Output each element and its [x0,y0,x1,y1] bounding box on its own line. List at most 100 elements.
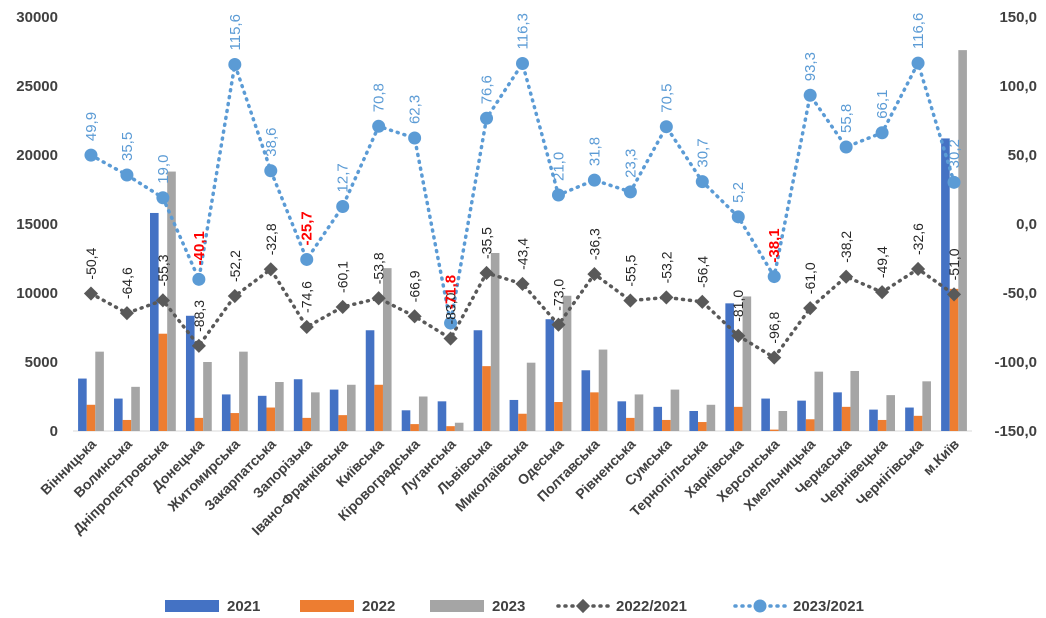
label-2022/2021: -61,0 [802,262,818,294]
bar-2021 [437,401,447,431]
label-2023/2021: 70,5 [658,84,675,113]
category-label: м.Київ [920,436,963,479]
label-2023/2021: 116,3 [515,13,532,49]
marker-2022/2021 [767,350,782,365]
bar-2022 [446,426,455,431]
bar-2022 [698,422,707,431]
marker-2023/2021 [408,131,422,145]
marker-2023/2021 [516,57,529,71]
bar-2021 [653,406,663,431]
marker-2022/2021 [731,328,746,343]
marker-2023/2021 [911,56,925,70]
bar-2022 [518,413,527,431]
bar-2022 [949,288,959,431]
right-tick-label: -50,0 [1003,285,1037,302]
marker-2023/2021 [551,188,565,202]
legend-marker-2022/2021 [575,598,591,614]
data-labels: -50,4 -64,6 -55,3 -88,3 -52,2 -32,8 -74,6 -60,1… [83,13,963,344]
marker-2023/2021 [264,164,278,178]
bar-2023 [347,384,356,431]
bar-2022 [877,419,887,431]
label-2022/2021: -52,2 [227,250,243,282]
bar-2021 [509,399,519,431]
marker-2022/2021 [659,290,674,305]
marker-2022/2021 [479,265,494,281]
marker-2023/2021 [228,57,242,71]
right-tick-label: 150,0 [999,9,1037,26]
marker-2022/2021 [910,261,926,277]
label-2023/2021: 19,0 [155,155,172,184]
bar-2022 [626,417,635,431]
label-2022/2021: -60,1 [335,261,351,293]
label-2023/2021: 116,6 [910,13,927,49]
label-2022/2021: -43,4 [515,238,531,270]
bar-2023 [95,351,104,431]
label-2022/2021: -35,5 [479,227,495,259]
right-axis-ticks: -150,0 -100,0 -50,0 0,0 50,0 100,0 150,0 [994,9,1037,440]
bar-2021 [689,410,698,431]
label-2023/2021: -71,8 [443,275,460,309]
bar-2023 [634,394,644,431]
marker-2023/2021 [336,199,350,213]
marker-2022/2021 [119,306,135,321]
marker-2022/2021 [875,285,890,300]
bar-2021 [257,395,267,431]
bar-2022 [590,392,599,431]
bar-2022 [158,333,168,431]
bar-2023 [562,295,572,431]
bar-2022 [338,415,347,431]
bar-2023 [239,351,248,431]
bar-2023 [382,268,392,431]
marker-2023/2021 [192,272,206,286]
marker-2023/2021 [444,316,458,330]
label-2023/2021: -38,1 [766,228,783,262]
label-2022/2021: -53,8 [371,252,387,284]
marker-2023/2021 [947,175,961,189]
label-2022/2021: -38,2 [838,231,854,263]
marker-2022/2021 [335,299,350,315]
marker-2022/2021 [803,301,818,316]
label-2023/2021: 23,3 [622,149,639,178]
label-2023/2021: -25,7 [299,211,316,245]
legend-label-2022/2021: 2022/2021 [616,598,687,615]
bar-2023 [167,171,176,431]
marker-2023/2021 [120,168,134,182]
label-2022/2021: -56,4 [694,256,710,288]
left-axis-ticks: 0 5000 10000 15000 20000 25000 30000 [16,9,58,440]
bar-2022 [410,424,419,431]
marker-2022/2021 [587,267,602,282]
bar-2021 [78,378,87,431]
legend-label-2023/2021: 2023/2021 [793,598,864,615]
marker-2022/2021 [623,293,638,308]
label-2022/2021: -66,9 [407,270,423,302]
label-2023/2021: 30,7 [694,138,711,167]
marker-2023/2021 [587,173,601,187]
bar-2021 [581,370,591,431]
label-2022/2021: -53,2 [658,251,674,283]
legend-marker-2023/2021 [753,599,767,613]
bar-2023 [454,422,464,431]
bar-2021 [617,401,627,431]
left-tick-label: 0 [50,423,58,440]
bar-2023 [850,370,860,431]
label-2022/2021: -55,5 [622,254,638,286]
bar-2022 [662,419,671,431]
marker-2022/2021 [515,276,530,291]
marker-2022/2021 [191,338,206,353]
right-tick-label: -150,0 [994,423,1037,440]
bar-2022 [266,407,276,431]
bar-2023 [778,410,788,431]
label-2023/2021: 5,2 [730,182,747,203]
marker-2023/2021 [731,210,745,224]
label-2022/2021: -55,3 [155,254,171,286]
bar-2023 [311,392,320,431]
label-2022/2021: -32,6 [910,223,926,255]
left-tick-label: 15000 [16,216,58,233]
legend-label-2021: 2021 [227,598,260,615]
bar-2021 [329,389,339,431]
marker-2022/2021 [299,319,314,335]
bar-2022 [230,413,240,431]
bar-2021 [150,212,159,431]
bar-2023 [418,396,428,431]
label-2023/2021: 12,7 [335,163,352,192]
